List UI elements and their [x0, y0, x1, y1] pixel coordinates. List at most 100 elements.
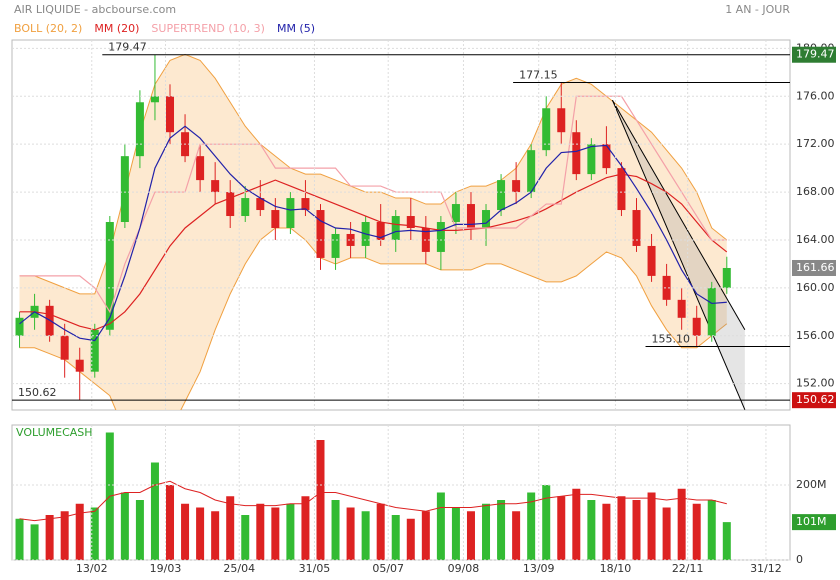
overlay: VOLUMECASH 152.00 156.00 160.00 164.00 168.00… — [12, 40, 836, 575]
trendline — [611, 99, 746, 331]
candle-body — [692, 317, 701, 336]
price-tag-label: 150.62 — [796, 393, 835, 406]
x-tick-label: 31/05 — [299, 562, 331, 575]
volume-bar — [361, 511, 370, 560]
volume-tag — [792, 514, 836, 531]
legend: BOLL (20, 2) MM (20) SUPERTREND (10, 3) MM … — [14, 22, 315, 35]
x-tick-label: 18/10 — [600, 562, 632, 575]
volume-bar — [557, 496, 566, 560]
level-label: 150.62 — [18, 386, 57, 399]
candle-body — [572, 132, 581, 175]
indicator-line — [19, 173, 728, 331]
candle-body — [135, 102, 144, 157]
last-price-tag — [792, 259, 836, 276]
candle-body — [150, 96, 159, 103]
candle-body — [60, 335, 69, 360]
candle-body — [331, 233, 340, 258]
volume-bar — [226, 496, 235, 560]
candle-body — [226, 192, 235, 217]
x-tick-label: 25/04 — [223, 562, 255, 575]
volume-bar — [527, 492, 536, 560]
candle-body — [436, 222, 445, 252]
x-tick-label: 05/07 — [372, 562, 404, 575]
candle-body — [391, 216, 400, 240]
volume-average — [19, 480, 727, 522]
candle-body — [211, 180, 220, 193]
volume-bar — [632, 500, 641, 560]
candle-body — [90, 329, 99, 372]
volume-bar — [181, 503, 190, 560]
candle-body — [301, 198, 310, 211]
candle-body — [647, 245, 656, 276]
candle-body — [542, 108, 551, 151]
volume-bar — [30, 524, 39, 560]
y-tick-label: 164.00 — [796, 233, 835, 246]
y-tick-label: 172.00 — [796, 137, 835, 150]
volume-bar — [256, 503, 265, 560]
candle-body — [466, 204, 475, 228]
x-tick-label: 22/11 — [672, 562, 704, 575]
legend-entry: BOLL (20, 2) — [14, 22, 82, 35]
y-tick-label: 160.00 — [796, 281, 835, 294]
volume-bar — [301, 496, 310, 560]
candle-body — [512, 180, 521, 193]
candle-body — [617, 168, 626, 211]
candle-body — [662, 275, 671, 300]
candle-body — [451, 204, 460, 223]
x-tick-label: 19/03 — [150, 562, 182, 575]
level-label: 155.10 — [652, 333, 691, 346]
legend-entry: MM (5) — [277, 22, 315, 35]
price-tag — [792, 46, 836, 63]
chart-subtitle: 1 AN - JOUR — [725, 3, 790, 16]
volume-bar — [316, 440, 325, 560]
price-plot — [15, 53, 746, 410]
y-tick-label: 176.00 — [796, 89, 835, 102]
candle-body — [241, 198, 250, 217]
x-tick-label: 13/09 — [523, 562, 555, 575]
y-tick-label: 156.00 — [796, 329, 835, 342]
volume-bar — [166, 485, 175, 560]
candle-body — [105, 222, 114, 330]
candle-body — [587, 144, 596, 175]
candle-body — [632, 210, 641, 246]
level-label: 177.15 — [519, 69, 558, 82]
volume-bar — [692, 503, 701, 560]
volume-bar — [512, 511, 521, 560]
volume-bar — [196, 507, 205, 560]
candle-body — [497, 180, 506, 211]
last-price-label: 161.66 — [796, 261, 835, 274]
volume-bar — [286, 503, 295, 560]
volume-bar — [90, 507, 99, 560]
volume-bar — [572, 488, 581, 560]
volume-bar — [451, 507, 460, 560]
y-tick-label: 0 — [796, 553, 803, 566]
candle-body — [406, 216, 415, 228]
legend-entry: SUPERTREND (10, 3) — [151, 22, 265, 35]
volume-bar — [150, 462, 159, 560]
volume-bar — [15, 518, 24, 560]
volume-title: VOLUMECASH — [16, 426, 93, 439]
candle-body — [256, 198, 265, 211]
bollinger-lower — [19, 227, 728, 410]
volume-bar — [60, 511, 69, 560]
volume-bar — [497, 500, 506, 560]
candle-body — [557, 108, 566, 133]
volume-bar — [677, 488, 686, 560]
volume-bar — [391, 515, 400, 560]
volume-bar — [482, 503, 491, 560]
volume-bar — [271, 507, 280, 560]
volume-bar — [45, 515, 54, 560]
candle-body — [677, 299, 686, 318]
volume-bar — [436, 492, 445, 560]
volume-bar — [542, 485, 551, 560]
volume-bar — [120, 492, 129, 560]
candle-body — [286, 198, 295, 228]
candle-body — [482, 210, 491, 228]
price-tag-label: 179.47 — [796, 48, 835, 61]
candle-body — [271, 210, 280, 228]
y-tick-label: 152.00 — [796, 377, 835, 390]
volume-bar — [617, 496, 626, 560]
x-tick-label: 31/12 — [750, 562, 782, 575]
volume-tag-label: 101M — [796, 515, 827, 528]
volume-plot — [15, 432, 731, 560]
